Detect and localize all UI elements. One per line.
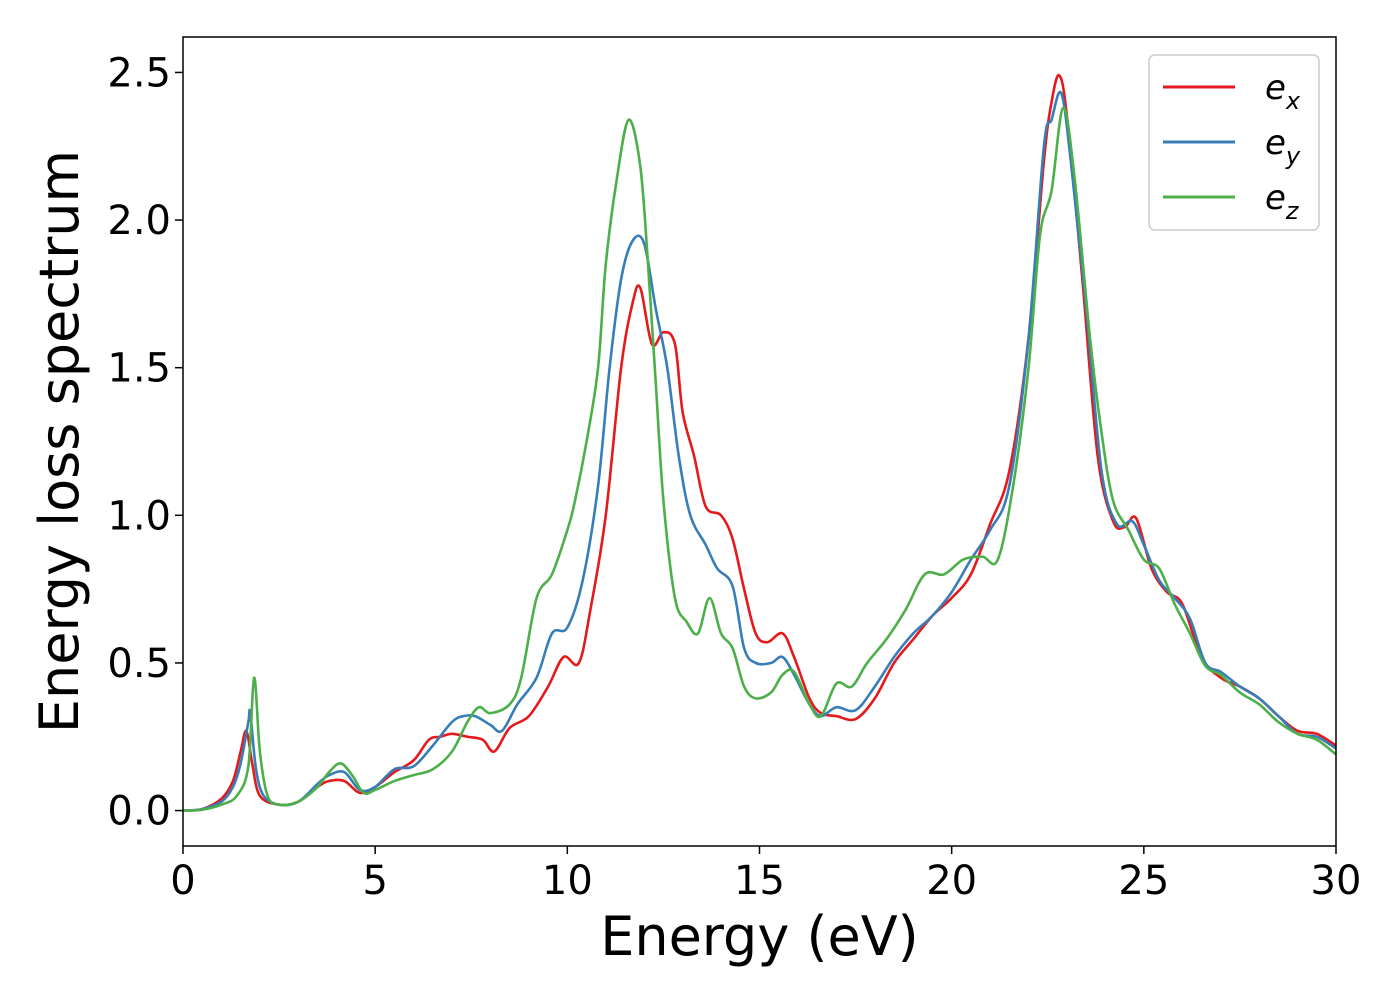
legend-label: ez	[1265, 178, 1300, 225]
y-axis: 0.0 0.5 1.0 1.5 2.0 2.5	[107, 50, 183, 835]
x-tick-label: 25	[1118, 858, 1169, 904]
legend-label: ex	[1265, 68, 1301, 115]
x-axis: 0 5 10 15 20 25 30	[170, 846, 1361, 904]
y-tick-label: 0.5	[107, 641, 171, 687]
x-tick-label: 15	[734, 858, 785, 904]
x-tick-label: 20	[926, 858, 977, 904]
x-axis-label: Energy (eV)	[600, 905, 919, 968]
y-tick-label: 2.0	[107, 198, 171, 244]
legend-item-e-y: ey	[1163, 123, 1301, 170]
series-line-e-z	[183, 106, 1336, 812]
y-tick-label: 0.0	[107, 789, 171, 835]
x-tick-label: 5	[362, 858, 387, 904]
series-line-e-y	[183, 90, 1336, 812]
legend-label: ey	[1265, 123, 1301, 170]
legend-item-e-x: ex	[1163, 68, 1301, 115]
x-tick-label: 0	[170, 858, 195, 904]
legend: ex ey ez	[1148, 54, 1320, 231]
y-tick-label: 1.0	[107, 493, 171, 539]
x-tick-label: 10	[542, 858, 593, 904]
x-tick-label: 30	[1311, 858, 1362, 904]
y-axis-label: Energy loss spectrum	[28, 150, 91, 733]
legend-item-e-z: ez	[1163, 178, 1300, 225]
series-layer	[183, 73, 1336, 812]
y-tick-label: 1.5	[107, 346, 171, 392]
y-tick-label: 2.5	[107, 50, 171, 96]
